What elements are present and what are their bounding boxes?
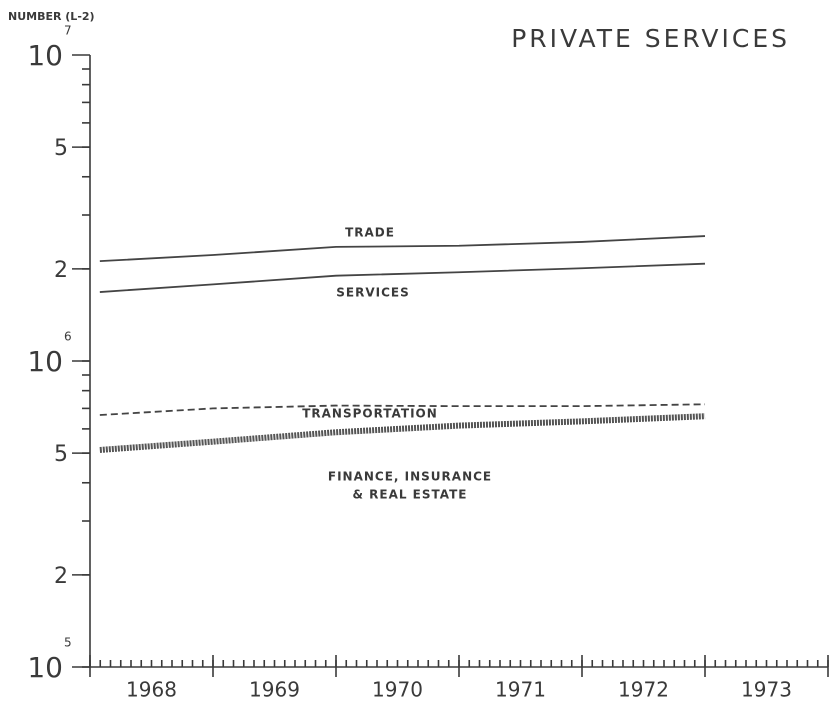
- series-label-line: FINANCE, INSURANCE: [328, 469, 492, 483]
- series-label: TRANSPORTATION: [302, 406, 438, 420]
- series-label-line: TRADE: [345, 225, 395, 239]
- series-label: SERVICES: [336, 285, 409, 299]
- chart-title: PRIVATE SERVICES: [511, 24, 790, 53]
- y-tick-label: 10: [27, 345, 63, 378]
- x-tick-label: 1970: [372, 678, 423, 702]
- series-label-line: SERVICES: [336, 285, 409, 299]
- y-tick-label: 5: [54, 442, 68, 467]
- series-label: TRADE: [345, 225, 395, 239]
- x-tick-label: 1969: [249, 678, 300, 702]
- y-tick-label: 5: [54, 136, 68, 161]
- y-axis-label: NUMBER (L-2): [8, 10, 95, 23]
- y-tick-exponent: 6: [64, 330, 72, 344]
- series-line: [99, 413, 706, 453]
- series-line: [99, 262, 706, 293]
- series-line: [99, 235, 706, 263]
- y-tick-label: 10: [27, 39, 63, 72]
- x-tick-label: 1971: [495, 678, 546, 702]
- x-tick-label: 1968: [126, 678, 177, 702]
- series-label: FINANCE, INSURANCE & REAL ESTATE: [328, 469, 492, 501]
- y-tick-label: 2: [54, 258, 68, 283]
- series-label-line: & REAL ESTATE: [352, 487, 467, 501]
- series-label-line: TRANSPORTATION: [302, 406, 438, 420]
- x-tick-label: 1972: [618, 678, 669, 702]
- y-tick-label: 2: [54, 564, 68, 589]
- series-line: [99, 403, 706, 416]
- y-tick-exponent: 5: [64, 636, 72, 650]
- y-tick-exponent: 7: [64, 24, 72, 38]
- y-tick-label: 10: [27, 651, 63, 684]
- x-tick-label: 1973: [741, 678, 792, 702]
